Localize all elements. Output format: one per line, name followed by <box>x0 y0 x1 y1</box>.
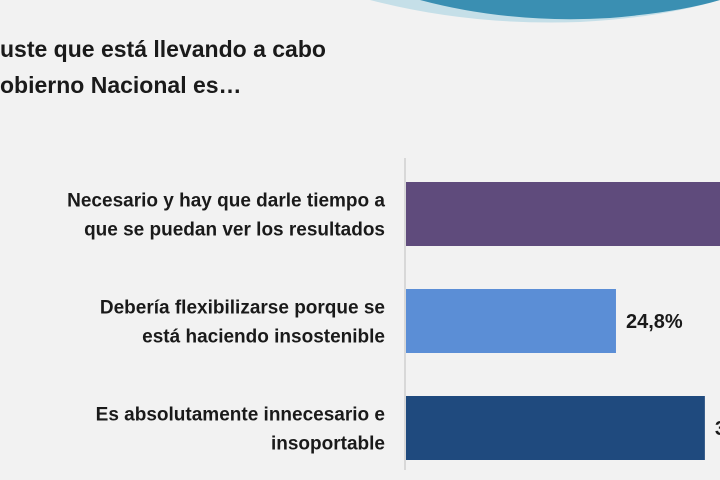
header-wave-dark <box>420 0 720 20</box>
chart-title-line-2: obierno Nacional es… <box>0 72 242 98</box>
category-label-2-line-2: está haciendo insostenible <box>142 327 385 348</box>
value-label-3: 35,3% <box>715 418 720 440</box>
bar-1 <box>406 182 720 246</box>
value-label-2: 24,8% <box>626 311 683 333</box>
bar-2 <box>406 289 616 353</box>
category-label-1-line-2: que se puedan ver los resultados <box>84 220 385 241</box>
header-wave-decoration <box>370 0 720 23</box>
category-label-3-line-1: Es absolutamente innecesario e <box>96 405 385 426</box>
category-label-2-line-1: Debería flexibilizarse porque se <box>100 298 385 319</box>
bar-3 <box>406 396 705 460</box>
bar-series: 39Necesario y hay que darle tiempo aque … <box>67 182 720 460</box>
chart-title-line-1: uste que está llevando a cabo <box>0 36 326 62</box>
category-label-3-line-2: insoportable <box>271 434 385 455</box>
category-label-1-line-1: Necesario y hay que darle tiempo a <box>67 191 385 212</box>
